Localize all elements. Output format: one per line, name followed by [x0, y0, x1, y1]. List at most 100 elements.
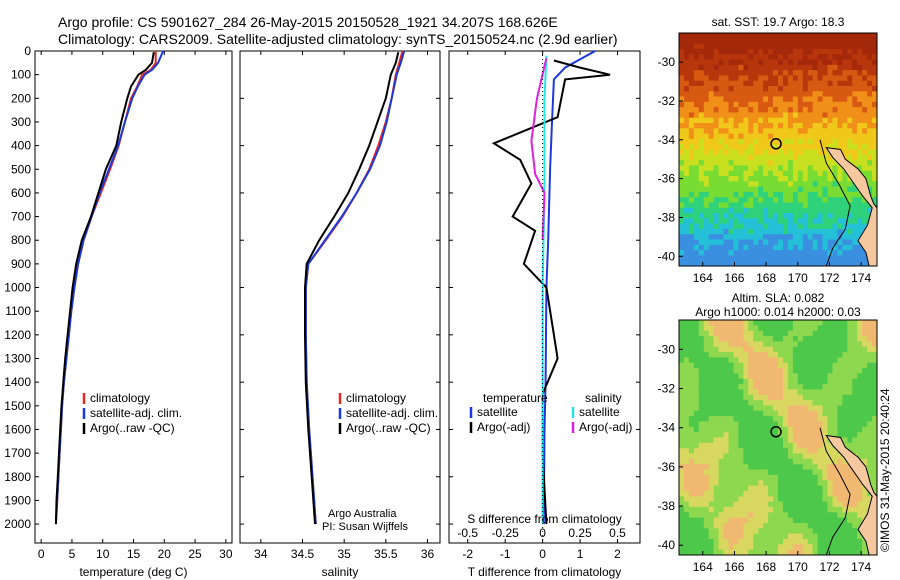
- map-cell: [733, 416, 739, 422]
- map-cell: [723, 410, 729, 417]
- map-cell: [852, 54, 858, 60]
- map-cell: [763, 362, 769, 369]
- map-cell: [832, 181, 838, 188]
- map-cell: [723, 362, 729, 369]
- map-cell: [862, 197, 868, 203]
- map-cell: [728, 362, 734, 369]
- map-cell: [748, 133, 754, 140]
- map-cell: [753, 123, 759, 129]
- map-cell: [802, 490, 809, 497]
- map-cell: [743, 112, 749, 119]
- map-cell: [773, 160, 779, 166]
- map-cell: [738, 191, 744, 198]
- map-cell: [748, 154, 754, 161]
- map-cell: [778, 38, 784, 45]
- map-cell: [783, 54, 789, 60]
- map-cell: [748, 320, 754, 326]
- map-cell: [783, 400, 789, 406]
- map-cell: [703, 123, 710, 129]
- map-cell: [703, 202, 710, 209]
- map-cell: [733, 485, 739, 492]
- map-cell: [763, 244, 769, 251]
- map-cell: [758, 91, 764, 98]
- map-cell: [679, 378, 685, 385]
- map-cell: [807, 469, 814, 476]
- map-cell: [703, 442, 710, 449]
- map-cell: [698, 528, 705, 535]
- map-cell: [708, 128, 715, 135]
- map-cell: [773, 38, 779, 45]
- map-cell: [679, 244, 685, 251]
- map-cell: [728, 207, 734, 214]
- map-cell: [787, 228, 794, 235]
- map-cell: [763, 234, 769, 240]
- map-cell: [837, 357, 843, 364]
- map-cell: [708, 191, 715, 198]
- map-cell: [778, 528, 784, 535]
- map-cell: [703, 378, 710, 385]
- map-cell: [723, 474, 729, 481]
- map-cell: [708, 400, 715, 406]
- map-cell: [728, 223, 734, 230]
- map-cell: [688, 448, 695, 454]
- map-cell: [787, 336, 794, 342]
- map-cell: [827, 117, 833, 124]
- map-cell: [812, 464, 819, 470]
- map-cell: [738, 128, 744, 135]
- map-cell: [723, 260, 729, 267]
- map-cell: [688, 128, 695, 135]
- map-cell: [872, 107, 878, 113]
- map-cell: [802, 244, 809, 251]
- map-cell: [827, 59, 833, 66]
- map-cell: [837, 186, 843, 193]
- map-cell: [758, 416, 764, 422]
- map-cell: [728, 506, 734, 513]
- map-cell: [688, 96, 695, 103]
- map-cell: [718, 239, 725, 246]
- map-cell: [802, 160, 809, 166]
- map-cell: [708, 144, 715, 150]
- map-cell: [713, 394, 720, 401]
- map-cell: [684, 394, 690, 401]
- map-cell: [693, 191, 700, 198]
- map-cell: [738, 123, 744, 129]
- map-cell: [684, 539, 690, 545]
- map-cell: [867, 70, 873, 76]
- map-cell: [867, 346, 873, 353]
- map-cell: [862, 320, 868, 326]
- map-cell: [743, 437, 749, 444]
- map-cell: [693, 394, 700, 401]
- map-cell: [758, 191, 764, 198]
- map-cell: [688, 378, 695, 385]
- map-cell: [867, 362, 873, 369]
- map-cell: [698, 523, 705, 529]
- map-cell: [827, 250, 833, 256]
- legend-label: salinity: [585, 391, 622, 405]
- map-cell: [753, 91, 759, 98]
- map-cell: [703, 394, 710, 401]
- map-cell: [718, 352, 725, 358]
- map-cell: [832, 186, 838, 193]
- map-cell: [768, 86, 774, 92]
- map-cell: [847, 539, 853, 545]
- map-cell: [802, 469, 809, 476]
- map-cell: [733, 394, 739, 401]
- map-cell: [738, 239, 744, 246]
- map-cell: [684, 474, 690, 481]
- map-cell: [743, 523, 749, 529]
- map-cell: [758, 117, 764, 124]
- map-cell: [693, 101, 700, 108]
- map-y-tick-label: -36: [658, 172, 676, 186]
- map-cell: [698, 181, 705, 188]
- map-cell: [738, 186, 744, 193]
- map-cell: [802, 202, 809, 209]
- map-cell: [827, 400, 833, 406]
- map-cell: [679, 207, 685, 214]
- map-cell: [748, 112, 754, 119]
- map-cell: [728, 528, 734, 535]
- map-cell: [827, 533, 833, 540]
- map-cell: [708, 75, 715, 82]
- map-cell: [728, 191, 734, 198]
- map-cell: [708, 48, 715, 55]
- y-tick-label: 800: [11, 233, 31, 247]
